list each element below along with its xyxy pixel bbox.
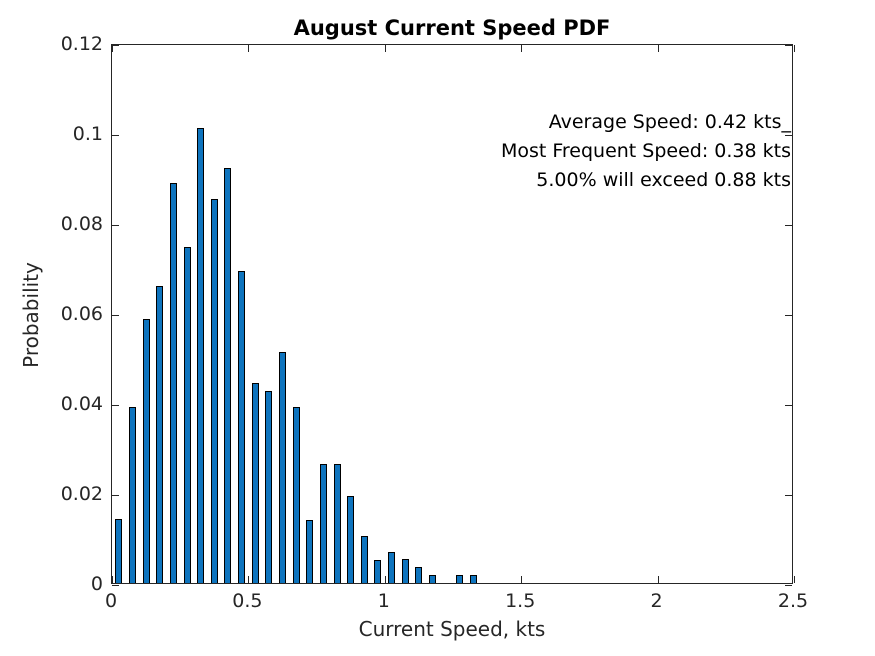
y-tick-label: 0.02 <box>60 483 103 505</box>
histogram-bar <box>388 551 396 583</box>
histogram-bar <box>128 407 136 583</box>
x-tick-mark-top <box>794 45 795 52</box>
y-tick-mark-right <box>785 45 792 46</box>
histogram-bar <box>251 383 259 583</box>
y-tick-mark-right <box>785 315 792 316</box>
y-tick-mark <box>112 315 119 316</box>
histogram-bar <box>265 391 273 583</box>
y-tick-mark-right <box>785 495 792 496</box>
histogram-bar <box>469 575 477 583</box>
x-tick-mark <box>112 576 113 583</box>
y-tick-label: 0.12 <box>60 33 103 55</box>
histogram-bar <box>319 463 327 583</box>
x-tick-label: 1 <box>377 590 390 612</box>
histogram-bar <box>210 199 218 583</box>
histogram-bar <box>429 575 437 583</box>
histogram-bar <box>156 286 164 583</box>
histogram-bar <box>169 182 177 583</box>
histogram-bar <box>415 567 423 583</box>
x-tick-mark <box>248 576 250 583</box>
annotation-line: 5.00% will exceed 0.88 kts <box>536 169 791 191</box>
histogram-bar <box>224 167 232 583</box>
y-tick-label: 0.06 <box>60 303 103 325</box>
x-tick-mark-top <box>657 45 659 52</box>
ticks-layer <box>112 45 795 586</box>
histogram-bar <box>183 246 191 583</box>
histogram-bar <box>238 270 246 583</box>
y-tick-label: 0.1 <box>72 123 103 145</box>
y-tick-mark <box>112 495 119 496</box>
x-tick-mark-top <box>112 45 113 52</box>
histogram-bar <box>347 496 355 583</box>
y-tick-mark-right <box>785 135 792 136</box>
histogram-bar <box>197 127 205 583</box>
x-tick-label: 0.5 <box>232 590 263 612</box>
x-tick-mark-top <box>248 45 250 52</box>
y-tick-label: 0.04 <box>60 393 103 415</box>
annotation-line: Average Speed: 0.42 kts_ <box>548 111 791 133</box>
histogram-bar <box>279 351 286 583</box>
stats-annotation: Average Speed: 0.42 kts_ Most Frequent Sp… <box>501 108 791 195</box>
x-axis-label: Current Speed, kts <box>358 617 546 641</box>
x-tick-mark-top <box>521 45 523 52</box>
x-tick-mark <box>794 576 795 583</box>
x-tick-mark <box>521 576 523 583</box>
x-tick-mark-top <box>384 45 386 52</box>
chart-title: August Current Speed PDF <box>293 16 611 40</box>
x-tick-mark <box>384 576 386 583</box>
histogram-bar <box>115 519 123 583</box>
histogram-bar <box>401 559 409 583</box>
x-tick-label: 0 <box>104 590 118 612</box>
y-tick-mark-right <box>785 585 792 586</box>
histogram-bar <box>333 463 341 583</box>
y-tick-mark <box>112 585 119 586</box>
y-tick-label: 0 <box>90 573 103 595</box>
histogram-bar <box>456 575 464 583</box>
y-tick-mark <box>112 405 119 406</box>
histogram-bar <box>360 535 368 583</box>
x-tick-mark <box>657 576 659 583</box>
histogram-bar <box>292 407 300 583</box>
y-tick-mark <box>112 45 119 46</box>
plot-area <box>111 44 795 586</box>
y-tick-mark <box>112 135 119 136</box>
histogram-bar <box>306 519 314 583</box>
bars-layer <box>112 45 792 583</box>
y-tick-mark <box>112 225 119 226</box>
x-tick-label: 2.5 <box>777 590 809 612</box>
x-tick-label: 2 <box>650 590 663 612</box>
annotation-line: Most Frequent Speed: 0.38 kts <box>500 140 791 162</box>
y-tick-label: 0.08 <box>60 213 103 235</box>
histogram-bar <box>374 559 382 583</box>
x-tick-label: 1.5 <box>505 590 536 612</box>
y-axis-label: Probability <box>19 262 43 368</box>
histogram-bar <box>142 318 150 583</box>
y-tick-mark-right <box>785 405 792 406</box>
y-tick-mark-right <box>785 225 792 226</box>
